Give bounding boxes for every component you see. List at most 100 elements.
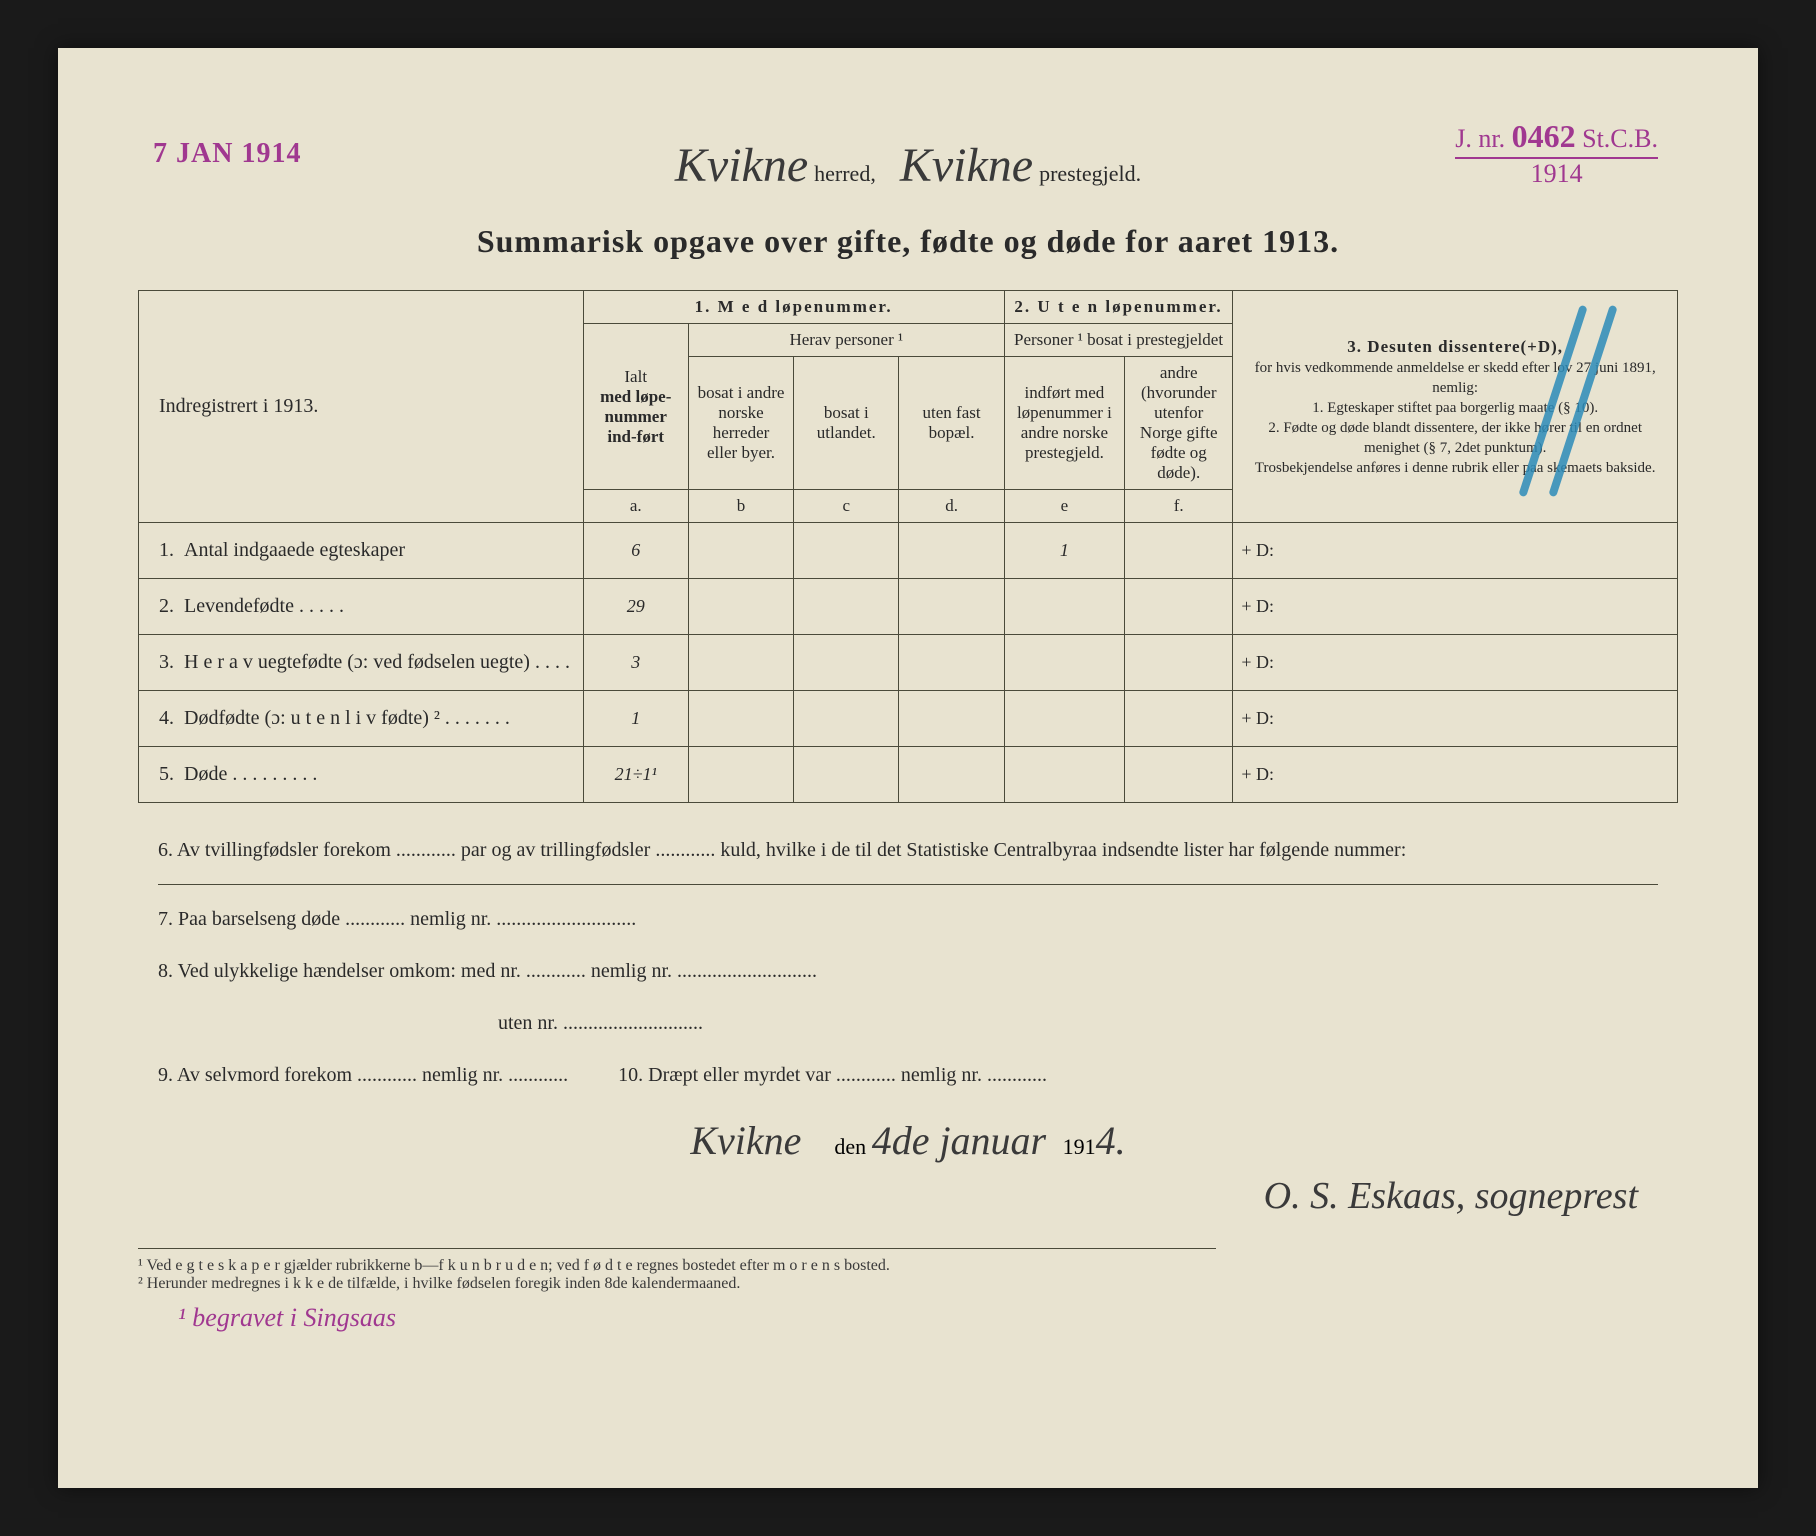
- question-8a: 8. Ved ulykkelige hændelser omkom: med n…: [158, 949, 1658, 993]
- col-letter-e: e: [1004, 490, 1124, 523]
- cell-e: [1004, 747, 1124, 803]
- prestegjeld-label: prestegjeld.: [1039, 161, 1141, 186]
- header-line: Kvikne herred, Kvikne prestegjeld.: [138, 138, 1678, 193]
- cell-b: [688, 691, 793, 747]
- signature-date-line: Kvikne den 4de januar 1914.: [138, 1117, 1678, 1164]
- col-herav-header: Herav personer ¹: [688, 324, 1004, 357]
- prestegjeld-handwritten: Kvikne: [900, 138, 1033, 193]
- cell-f: [1125, 523, 1233, 579]
- cell-c: [794, 523, 899, 579]
- cell-a: 21÷1¹: [583, 747, 688, 803]
- cell-e: [1004, 691, 1124, 747]
- question-7: 7. Paa barselseng døde ............ neml…: [158, 897, 1658, 941]
- lower-questions: 6. Av tvillingfødsler forekom ..........…: [138, 828, 1678, 1097]
- cell-c: [794, 635, 899, 691]
- col-e-header: indført med løpenummer i andre norske pr…: [1004, 357, 1124, 490]
- signer-signature: O. S. Eskaas, sogneprest: [138, 1174, 1678, 1218]
- row-label: Døde . . . . . . . . .: [184, 763, 317, 785]
- cell-d: [899, 635, 1004, 691]
- divider: [158, 884, 1658, 885]
- col-c-header: bosat i utlandet.: [794, 357, 899, 490]
- col-personer-header: Personer ¹ bosat i prestegjeldet: [1004, 324, 1233, 357]
- row-num: 5.: [159, 763, 174, 785]
- row-label: H e r a v uegtefødte (ɔ: ved fødselen ue…: [184, 651, 570, 673]
- table-row: 4. Dødfødte (ɔ: u t e n l i v fødte) ² .…: [139, 691, 1678, 747]
- col-d-header: uten fast bopæl.: [899, 357, 1004, 490]
- question-9-10: 9. Av selvmord forekom ............ neml…: [158, 1053, 1658, 1097]
- year-handwritten: 4.: [1096, 1118, 1126, 1163]
- table-row: 1. Antal indgaaede egteskaper 6 1 + D:: [139, 523, 1678, 579]
- section-3-body: for hvis vedkommende anmeldelse er skedd…: [1255, 360, 1656, 476]
- table-row: 3. H e r a v uegtefødte (ɔ: ved fødselen…: [139, 635, 1678, 691]
- den-label: den: [834, 1134, 866, 1159]
- cell-b: [688, 635, 793, 691]
- cell-b: [688, 579, 793, 635]
- row-num: 2.: [159, 595, 174, 617]
- col-a-l2: med løpe-nummer ind-ført: [600, 387, 671, 446]
- row-label: Dødfødte (ɔ: u t e n l i v fødte) ² . . …: [184, 707, 510, 729]
- cell-c: [794, 691, 899, 747]
- row-label: Levendefødte . . . . .: [184, 595, 344, 617]
- cell-d: [899, 523, 1004, 579]
- table-row: 5. Døde . . . . . . . . . 21÷1¹ + D:: [139, 747, 1678, 803]
- question-10: 10. Dræpt eller myrdet var ............ …: [618, 1064, 1047, 1086]
- row-num: 3.: [159, 651, 174, 673]
- cell-d3: + D:: [1233, 579, 1678, 635]
- cell-b: [688, 523, 793, 579]
- cell-e: 1: [1004, 523, 1124, 579]
- cell-a: 6: [583, 523, 688, 579]
- document-page: 7 JAN 1914 J. nr. 0462 St.C.B. 1914 Kvik…: [58, 48, 1758, 1488]
- cell-d3: + D:: [1233, 523, 1678, 579]
- left-header: Indregistrert i 1913.: [139, 291, 584, 523]
- col-f-header: andre (hvorunder utenfor Norge gifte fød…: [1125, 357, 1233, 490]
- date-handwritten: 4de januar: [872, 1118, 1046, 1163]
- section-1-header: 1. M e d løpenummer.: [583, 291, 1004, 324]
- document-title: Summarisk opgave over gifte, fødte og dø…: [138, 223, 1678, 260]
- cell-c: [794, 579, 899, 635]
- cell-d: [899, 691, 1004, 747]
- cell-f: [1125, 747, 1233, 803]
- cell-a: 29: [583, 579, 688, 635]
- table-row: 2. Levendefødte . . . . . 29 + D:: [139, 579, 1678, 635]
- col-b-header: bosat i andre norske herreder eller byer…: [688, 357, 793, 490]
- place-handwritten: Kvikne: [690, 1118, 801, 1163]
- footnote-2: ² Herunder medregnes i k k e de tilfælde…: [138, 1275, 1216, 1293]
- row-label: Antal indgaaede egteskaper: [184, 539, 405, 561]
- row-num: 4.: [159, 707, 174, 729]
- col-a-header: Ialt med løpe-nummer ind-ført: [583, 324, 688, 490]
- cell-e: [1004, 579, 1124, 635]
- herred-label: herred,: [814, 161, 876, 186]
- cell-b: [688, 747, 793, 803]
- col-letter-d: d.: [899, 490, 1004, 523]
- year-printed: 191: [1063, 1134, 1096, 1159]
- section-3-title: 3. Desuten dissentere(+D),: [1347, 337, 1563, 356]
- cell-f: [1125, 635, 1233, 691]
- cell-d3: + D:: [1233, 635, 1678, 691]
- cell-a: 3: [583, 635, 688, 691]
- cell-d: [899, 747, 1004, 803]
- cell-d3: + D:: [1233, 747, 1678, 803]
- footnotes: ¹ Ved e g t e s k a p e r gjælder rubrik…: [138, 1248, 1216, 1293]
- purple-handwritten-note: ¹ begravet i Singsaas: [138, 1303, 1678, 1333]
- cell-a: 1: [583, 691, 688, 747]
- summary-table: Indregistrert i 1913. 1. M e d løpenumme…: [138, 290, 1678, 803]
- row-num: 1.: [159, 539, 174, 561]
- cell-f: [1125, 579, 1233, 635]
- section-3-header: 3. Desuten dissentere(+D), for hvis vedk…: [1233, 291, 1678, 523]
- col-a-l1: Ialt: [624, 367, 647, 386]
- question-9: 9. Av selvmord forekom ............ neml…: [158, 1064, 568, 1086]
- section-2-header: 2. U t e n løpenummer.: [1004, 291, 1233, 324]
- herred-handwritten: Kvikne: [675, 138, 808, 193]
- col-letter-a: a.: [583, 490, 688, 523]
- cell-c: [794, 747, 899, 803]
- col-letter-f: f.: [1125, 490, 1233, 523]
- col-letter-c: c: [794, 490, 899, 523]
- question-6: 6. Av tvillingfødsler forekom ..........…: [158, 828, 1658, 872]
- footnote-1: ¹ Ved e g t e s k a p e r gjælder rubrik…: [138, 1257, 1216, 1275]
- cell-d3: + D:: [1233, 691, 1678, 747]
- cell-d: [899, 579, 1004, 635]
- question-8b: uten nr. ............................: [158, 1001, 1658, 1045]
- col-letter-b: b: [688, 490, 793, 523]
- cell-f: [1125, 691, 1233, 747]
- cell-e: [1004, 635, 1124, 691]
